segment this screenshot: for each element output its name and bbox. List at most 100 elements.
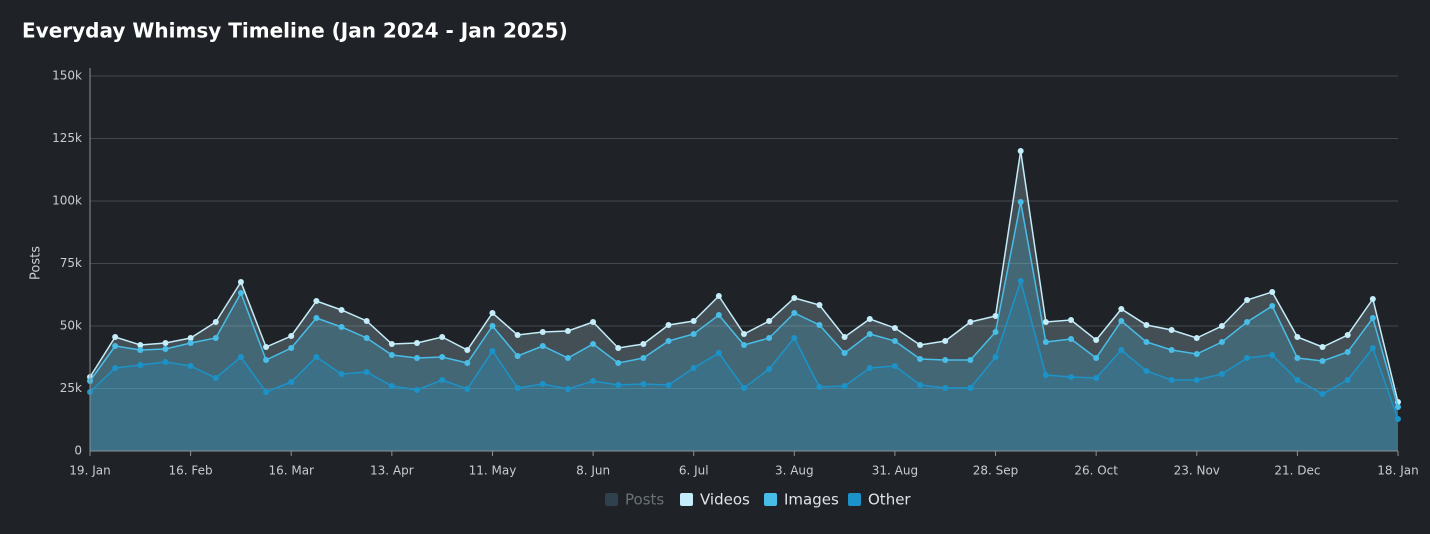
data-point xyxy=(1093,355,1100,361)
data-point xyxy=(414,355,420,361)
data-point xyxy=(1143,339,1150,345)
data-point xyxy=(640,381,647,387)
data-point xyxy=(263,344,270,350)
data-point xyxy=(1017,148,1024,154)
data-point xyxy=(690,365,697,371)
data-point xyxy=(313,298,320,304)
chart-title: Everyday Whimsy Timeline (Jan 2024 - Jan… xyxy=(22,19,568,43)
data-point xyxy=(1017,278,1024,284)
data-point xyxy=(766,318,773,324)
data-point xyxy=(1118,306,1125,312)
data-point xyxy=(514,332,521,338)
data-point xyxy=(162,346,169,352)
data-point xyxy=(615,345,622,351)
data-point xyxy=(967,357,974,363)
x-tick-label: 18. Jan xyxy=(1377,464,1418,478)
legend-swatch xyxy=(680,493,693,506)
data-point xyxy=(212,375,219,381)
series-area xyxy=(90,281,1398,451)
data-point xyxy=(439,334,446,340)
data-point xyxy=(1294,355,1301,361)
data-point xyxy=(866,331,873,337)
data-point xyxy=(967,385,974,391)
legend-swatch xyxy=(764,493,777,506)
data-point xyxy=(1093,375,1100,381)
data-point xyxy=(363,369,370,375)
data-point xyxy=(137,362,144,368)
data-point xyxy=(1042,372,1049,378)
data-point xyxy=(1068,336,1074,342)
data-point xyxy=(615,360,622,366)
data-point xyxy=(514,353,521,359)
data-point xyxy=(741,385,747,391)
data-point xyxy=(1294,377,1301,383)
x-tick-label: 21. Dec xyxy=(1274,464,1320,478)
data-point xyxy=(1193,377,1200,383)
legend-label[interactable]: Videos xyxy=(700,491,750,509)
data-point xyxy=(137,347,144,353)
data-point xyxy=(237,290,244,296)
data-point xyxy=(1168,327,1175,333)
data-point xyxy=(1218,339,1225,345)
data-point xyxy=(942,357,949,363)
data-point xyxy=(363,335,370,341)
data-point xyxy=(288,345,295,351)
data-point xyxy=(313,354,320,360)
data-point xyxy=(1369,345,1376,351)
data-point xyxy=(967,319,974,325)
data-point xyxy=(942,338,949,344)
data-point xyxy=(841,350,848,356)
data-point xyxy=(615,382,622,388)
y-tick-label: 100k xyxy=(52,194,82,208)
data-point xyxy=(942,385,949,391)
y-tick-label: 75k xyxy=(60,256,82,270)
data-point xyxy=(439,377,446,383)
data-point xyxy=(816,384,823,390)
data-point xyxy=(891,325,898,331)
data-point xyxy=(992,313,999,319)
data-point xyxy=(992,354,999,360)
data-point xyxy=(1193,351,1200,357)
data-point xyxy=(1395,404,1401,410)
data-point xyxy=(564,386,571,392)
data-point xyxy=(564,328,571,334)
data-point xyxy=(1042,319,1049,325)
data-point xyxy=(288,379,295,385)
x-tick-label: 6. Jul xyxy=(679,464,709,478)
data-point xyxy=(162,359,169,365)
data-point xyxy=(464,360,471,366)
data-point xyxy=(263,357,270,363)
data-point xyxy=(187,340,194,346)
data-point xyxy=(212,335,219,341)
legend-label[interactable]: Images xyxy=(784,491,839,509)
data-point xyxy=(112,365,119,371)
data-point xyxy=(891,338,898,344)
data-point xyxy=(1369,296,1376,302)
data-point xyxy=(665,382,672,388)
data-point xyxy=(917,342,924,348)
data-point xyxy=(766,366,773,372)
data-point xyxy=(665,322,672,328)
data-point xyxy=(1118,318,1125,324)
data-point xyxy=(212,319,219,325)
data-point xyxy=(162,340,169,346)
data-point xyxy=(338,307,345,313)
data-point xyxy=(1017,199,1024,205)
legend-swatch xyxy=(848,493,861,506)
data-point xyxy=(715,350,722,356)
data-point xyxy=(288,333,295,339)
data-point xyxy=(237,354,244,360)
data-point xyxy=(1269,352,1276,358)
data-point xyxy=(1319,391,1326,397)
legend-label[interactable]: Posts xyxy=(625,491,664,509)
data-point xyxy=(917,382,924,388)
y-tick-label: 125k xyxy=(52,131,82,145)
data-point xyxy=(489,348,496,354)
data-point xyxy=(766,335,773,341)
data-point xyxy=(137,342,144,348)
data-point xyxy=(539,381,546,387)
data-point xyxy=(1344,332,1351,338)
data-point xyxy=(363,318,370,324)
legend-label[interactable]: Other xyxy=(868,491,911,509)
x-tick-label: 28. Sep xyxy=(973,464,1019,478)
